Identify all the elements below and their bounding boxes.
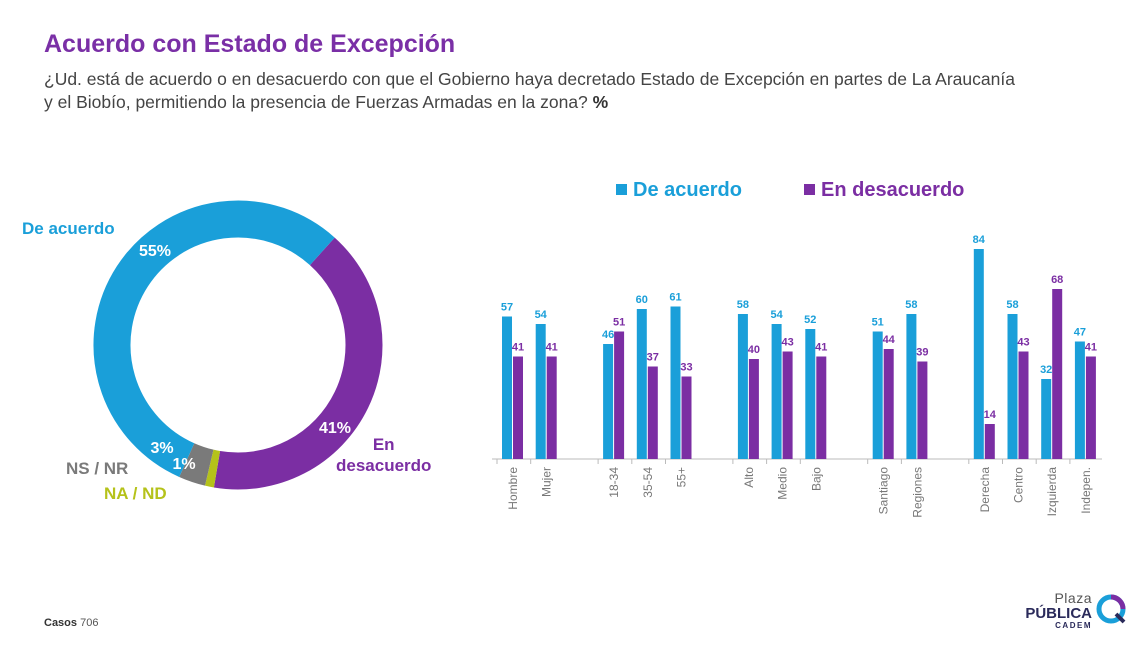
bar-value-label: 41 [546, 342, 558, 354]
bar-value-label: 41 [512, 342, 524, 354]
bar-disagree [647, 366, 658, 459]
x-tick-label: Santiago [877, 467, 891, 515]
donut-slice-nand [205, 449, 221, 488]
bar-value-label: 44 [883, 334, 896, 346]
x-tick-label: Indepen. [1079, 467, 1093, 514]
donut-value-nsnr: 3% [150, 440, 173, 457]
sample-size: Casos 706 [44, 617, 99, 629]
x-tick-label: Centro [1012, 467, 1026, 503]
bar-agree [1041, 379, 1052, 459]
bar-value-label: 52 [804, 314, 816, 326]
bar-disagree [614, 331, 625, 459]
x-tick-label: 18-34 [607, 467, 621, 498]
x-tick-label: 35-54 [641, 467, 655, 498]
bar-disagree [1052, 289, 1063, 459]
bar-disagree [782, 351, 793, 459]
bar-disagree [1085, 356, 1096, 459]
donut-slice-agree [93, 200, 335, 477]
bar-value-label: 14 [984, 409, 997, 421]
bar-value-label: 58 [905, 299, 917, 311]
bar-value-label: 57 [501, 302, 513, 314]
bar-value-label: 39 [916, 347, 928, 359]
bar-disagree [917, 361, 928, 459]
x-tick-label: Bajo [809, 467, 823, 491]
x-tick-label: Izquierda [1045, 467, 1059, 517]
logo-mark-icon [1096, 594, 1126, 624]
bar-value-label: 41 [815, 342, 827, 354]
bar-value-label: 58 [737, 299, 749, 311]
bar-agree [737, 314, 748, 459]
bar-agree [771, 324, 782, 459]
legend-disagree-swatch [804, 184, 815, 195]
x-tick-label: Mujer [540, 467, 554, 497]
bar-value-label: 60 [636, 294, 648, 306]
x-tick-label: Medio [776, 467, 790, 500]
bar-value-label: 84 [973, 234, 986, 246]
bar-chart: De acuerdo En desacuerdo 57 41 Hombre 54 41 Muj… [492, 179, 1102, 518]
bar-disagree [546, 356, 557, 459]
survey-question: ¿Ud. está de acuerdo o en desacuerdo con… [44, 69, 1015, 112]
bar-value-label: 41 [1085, 342, 1097, 354]
bar-agree [670, 306, 681, 459]
bar-value-label: 68 [1051, 274, 1063, 286]
bar-agree [906, 314, 917, 459]
donut-label-nand: NA / ND [104, 484, 167, 503]
bar-value-label: 58 [1006, 299, 1018, 311]
bar-value-label: 33 [680, 362, 692, 374]
bar-disagree [748, 359, 759, 459]
bar-value-label: 51 [613, 317, 625, 329]
bar-disagree [1018, 351, 1029, 459]
unit-label: % [592, 92, 609, 112]
donut-chart: 55% 41% 3%1% [93, 200, 383, 490]
donut-value-agree: 55% [139, 243, 171, 260]
bar-value-label: 54 [535, 309, 548, 321]
bar-value-label: 40 [748, 344, 760, 356]
x-tick-label: Regiones [910, 467, 924, 518]
donut-label-nsnr: NS / NR [66, 459, 129, 478]
donut-value-disagree: 41% [319, 420, 351, 437]
bar-value-label: 51 [872, 317, 884, 329]
bar-agree [502, 316, 512, 459]
bar-disagree [816, 356, 827, 459]
legend-agree-label: De acuerdo [633, 179, 742, 201]
x-tick-label: Alto [742, 467, 756, 488]
bar-value-label: 43 [781, 337, 793, 349]
bar-value-label: 46 [602, 329, 614, 341]
bar-value-label: 47 [1074, 327, 1086, 339]
bar-agree [973, 249, 984, 459]
legend-disagree-label: En desacuerdo [821, 179, 964, 201]
bar-disagree [984, 424, 995, 459]
bar-value-label: 37 [647, 352, 659, 364]
bar-agree [535, 324, 546, 459]
x-tick-label: Hombre [506, 467, 520, 510]
bar-agree [1074, 341, 1085, 459]
bar-disagree [883, 349, 894, 459]
bar-disagree [681, 376, 692, 459]
bar-agree [872, 331, 883, 459]
donut-value-nand: 1% [172, 456, 195, 473]
donut-label-agree: De acuerdo [22, 219, 115, 238]
plaza-publica-logo: Plaza PÚBLICA CADEM [1010, 590, 1130, 635]
bar-value-label: 54 [770, 309, 783, 321]
bar-agree [805, 329, 816, 459]
page-title: Acuerdo con Estado de Excepción [44, 30, 456, 58]
bar-agree [1007, 314, 1018, 459]
bar-agree [636, 309, 647, 459]
bar-value-label: 32 [1040, 364, 1052, 376]
donut-label-disagree: En desacuerdo [336, 435, 432, 475]
bar-disagree [513, 356, 523, 459]
bar-agree [603, 344, 614, 459]
donut-slice-nsnr [179, 443, 214, 486]
x-tick-label: 55+ [675, 467, 689, 487]
legend-agree-swatch [616, 184, 627, 195]
bar-value-label: 43 [1017, 337, 1029, 349]
donut-slice-disagree [213, 237, 383, 490]
bar-value-label: 61 [669, 292, 681, 304]
x-tick-label: Derecha [978, 467, 992, 513]
